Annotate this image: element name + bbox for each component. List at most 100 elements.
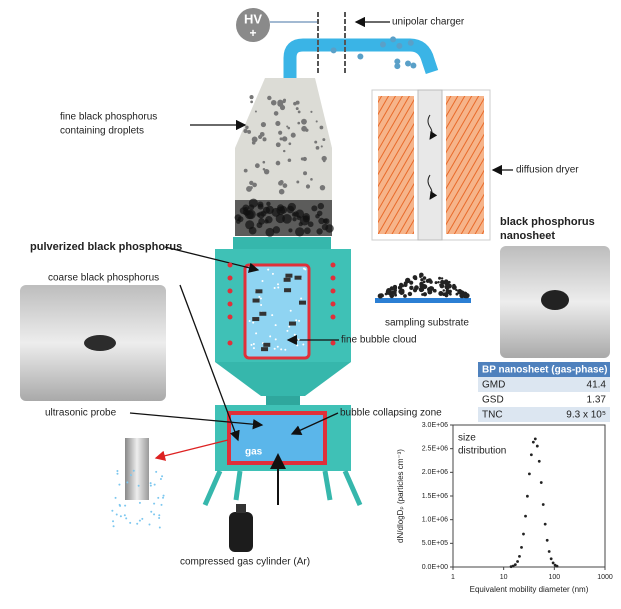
x-tick-label: 10 [500,574,508,581]
particle [422,292,428,297]
particle [322,218,328,224]
dot [227,314,233,320]
droplet [262,137,267,142]
bubble [116,472,119,475]
bubble [298,319,301,322]
bubble [252,321,255,324]
bubble [149,482,152,485]
bubble [296,344,299,347]
droplet [314,140,318,144]
arrow [179,284,240,442]
particle [440,279,445,285]
bubble [160,503,163,506]
droplet [319,125,324,130]
particle [275,213,286,224]
droplet [301,125,307,132]
droplet [282,99,286,104]
data-point [549,557,553,561]
data-point [524,514,527,518]
data-point [520,546,523,549]
droplet [310,110,313,113]
droplet [278,180,283,186]
droplet [277,99,284,106]
droplet [297,121,301,125]
droplet [275,160,281,166]
bubble [150,510,153,513]
bubble [260,304,263,307]
particle [419,272,424,278]
particle [422,280,426,284]
x-axis-label: Equivalent mobility diameter (nm) [470,585,589,594]
hopper [235,78,332,236]
arrow [164,246,260,273]
particle [401,284,405,288]
particle [429,280,433,284]
table-cell: GMD [482,380,505,391]
table-cell: GSD [482,395,504,406]
particle [439,283,442,287]
label-cylinder: compressed gas cylinder (Ar) [180,557,310,568]
dryer-tube [417,89,443,241]
table-title: BP nanosheet (gas-phase) [482,365,607,376]
particle [390,290,395,296]
droplet [250,100,254,104]
table-cell: 41.4 [587,380,607,391]
particle [444,281,450,287]
flake [259,311,267,316]
probe [125,438,149,500]
label-substrate: sampling substrate [385,318,469,329]
bubble [255,332,258,335]
bubble [267,268,270,271]
particle [425,278,430,283]
cylinder [229,512,253,552]
droplet [275,120,281,127]
bubble [297,338,300,341]
table: GMD 41.4 GSD 1.37 TNC 9.3 x 10⁵ [478,377,610,422]
flow [427,114,438,140]
droplet [275,142,281,148]
charged-particle [410,62,417,69]
bubble [153,513,156,516]
particle [449,292,452,296]
droplet [300,157,304,161]
particle [420,278,424,282]
particle [266,201,271,207]
droplet [295,107,299,111]
y-tick-label: 1.5E+06 [422,493,448,500]
droplet [322,138,326,142]
particle [234,214,242,221]
droplet [249,95,254,100]
annotation: distribution [458,446,506,457]
label-collapsing: bubble collapsing zone [340,408,442,419]
particle [403,294,407,298]
particle [437,281,440,284]
data-point [525,494,529,498]
table-row [478,392,610,407]
label-probe: ultrasonic probe [45,408,117,419]
particle [412,288,418,293]
bubble [252,343,255,346]
hv-source [236,8,270,42]
particle [386,288,392,294]
particle [451,285,457,290]
droplet [320,145,323,148]
particle [407,291,413,297]
flake [252,317,260,322]
data-point [545,538,549,542]
bubble [271,272,274,275]
data-point [529,453,533,457]
x-tick-label: 100 [548,574,560,581]
bubble [129,474,132,477]
particle [288,228,293,233]
bubble [302,343,305,346]
dot [330,275,336,281]
label-bubble-cloud: fine bubble cloud [341,335,417,346]
bubble [124,504,127,507]
data-point [516,560,519,563]
table-row [478,407,610,422]
data-point [543,522,547,526]
bubble [158,526,161,529]
droplet [286,125,289,128]
droplet [254,163,260,169]
